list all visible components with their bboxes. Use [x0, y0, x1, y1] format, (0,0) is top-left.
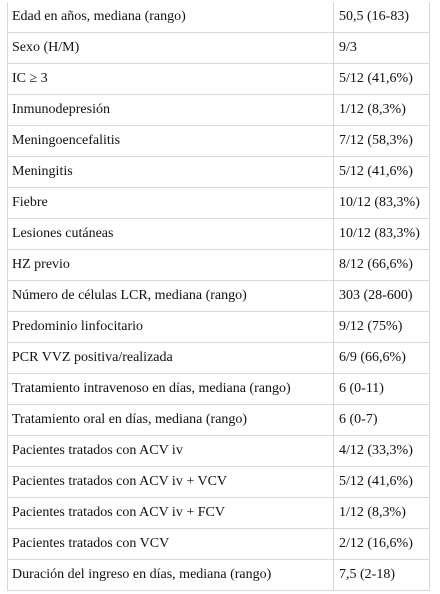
table-row: Pacientes tratados con VCV 2/12 (16,6%): [7, 528, 430, 559]
table-row: Pacientes tratados con ACV iv + VCV 5/12 …: [7, 466, 430, 497]
row-label: IC ≥ 3: [12, 71, 48, 86]
table-row: Inmunodepresión 1/12 (8,3%): [7, 94, 430, 125]
row-label: PCR VVZ positiva/realizada: [12, 350, 173, 365]
row-value: 1/12 (8,3%): [333, 95, 430, 125]
row-label: Pacientes tratados con ACV iv + VCV: [12, 474, 228, 489]
row-value: 7,5 (2-18): [333, 560, 430, 590]
row-label: Número de células LCR, mediana (rango): [12, 288, 247, 303]
row-value: 50,5 (16-83): [333, 2, 430, 32]
row-value: 5/12 (41,6%): [333, 64, 430, 94]
row-value: 303 (28-600): [333, 281, 430, 311]
row-label: Meningitis: [12, 164, 73, 179]
table-row: Número de células LCR, mediana (rango) 30…: [7, 280, 430, 311]
row-value: 6 (0-7): [333, 405, 430, 435]
table-row: PCR VVZ positiva/realizada 6/9 (66,6%): [7, 342, 430, 373]
table-row: HZ previo 8/12 (66,6%): [7, 249, 430, 280]
row-value: 2/12 (16,6%): [333, 529, 430, 559]
row-value: 10/12 (83,3%): [333, 219, 430, 249]
row-value: 7/12 (58,3%): [333, 126, 430, 156]
table-row: Meningitis 5/12 (41,6%): [7, 156, 430, 187]
row-value: 10/12 (83,3%): [333, 188, 430, 218]
row-label: Sexo (H/M): [12, 40, 80, 55]
row-value: 1/12 (8,3%): [333, 498, 430, 528]
row-label: Predominio linfocitario: [12, 319, 144, 334]
table-row: Tratamiento intravenoso en días, mediana…: [7, 373, 430, 404]
table-row: Fiebre 10/12 (83,3%): [7, 187, 430, 218]
row-label: Fiebre: [12, 195, 48, 210]
table-row: Duración del ingreso en días, mediana (r…: [7, 559, 430, 590]
table-row: Predominio linfocitario 9/12 (75%): [7, 311, 430, 342]
table-row: Pacientes tratados con ACV iv 4/12 (33,3%…: [7, 435, 430, 466]
row-value: 9/12 (75%): [333, 312, 430, 342]
row-label: Edad en años, mediana (rango): [12, 9, 186, 24]
table-row: Lesiones cutáneas 10/12 (83,3%): [7, 218, 430, 249]
row-value: 8/12 (66,6%): [333, 250, 430, 280]
row-label: Inmunodepresión: [12, 102, 110, 117]
table-row: Sexo (H/M) 9/3: [7, 32, 430, 63]
row-label: Tratamiento oral en días, mediana (rango…: [12, 412, 248, 427]
table-row: Meningoencefalitis 7/12 (58,3%): [7, 125, 430, 156]
row-value: 6 (0-11): [333, 374, 430, 404]
row-value: 5/12 (41,6%): [333, 157, 430, 187]
table-row: Edad en años, mediana (rango) 50,5 (16-83…: [7, 2, 430, 32]
row-label: Pacientes tratados con ACV iv + FCV: [12, 505, 225, 520]
table-row: IC ≥ 3 5/12 (41,6%): [7, 63, 430, 94]
row-value: 4/12 (33,3%): [333, 436, 430, 466]
row-value: 9/3: [333, 33, 430, 63]
table: Edad en años, mediana (rango) 50,5 (16-83…: [7, 2, 430, 591]
row-label: Duración del ingreso en días, mediana (r…: [12, 567, 272, 582]
row-label: Tratamiento intravenoso en días, mediana…: [12, 381, 291, 396]
row-label: HZ previo: [12, 257, 70, 272]
row-value: 6/9 (66,6%): [333, 343, 430, 373]
table-row: Tratamiento oral en días, mediana (rango…: [7, 404, 430, 435]
row-label: Meningoencefalitis: [12, 133, 121, 148]
row-label: Lesiones cutáneas: [12, 226, 114, 241]
table-row: Pacientes tratados con ACV iv + FCV 1/12 …: [7, 497, 430, 528]
row-label: Pacientes tratados con ACV iv: [12, 443, 183, 458]
row-value: 5/12 (41,6%): [333, 467, 430, 497]
row-label: Pacientes tratados con VCV: [12, 536, 170, 551]
